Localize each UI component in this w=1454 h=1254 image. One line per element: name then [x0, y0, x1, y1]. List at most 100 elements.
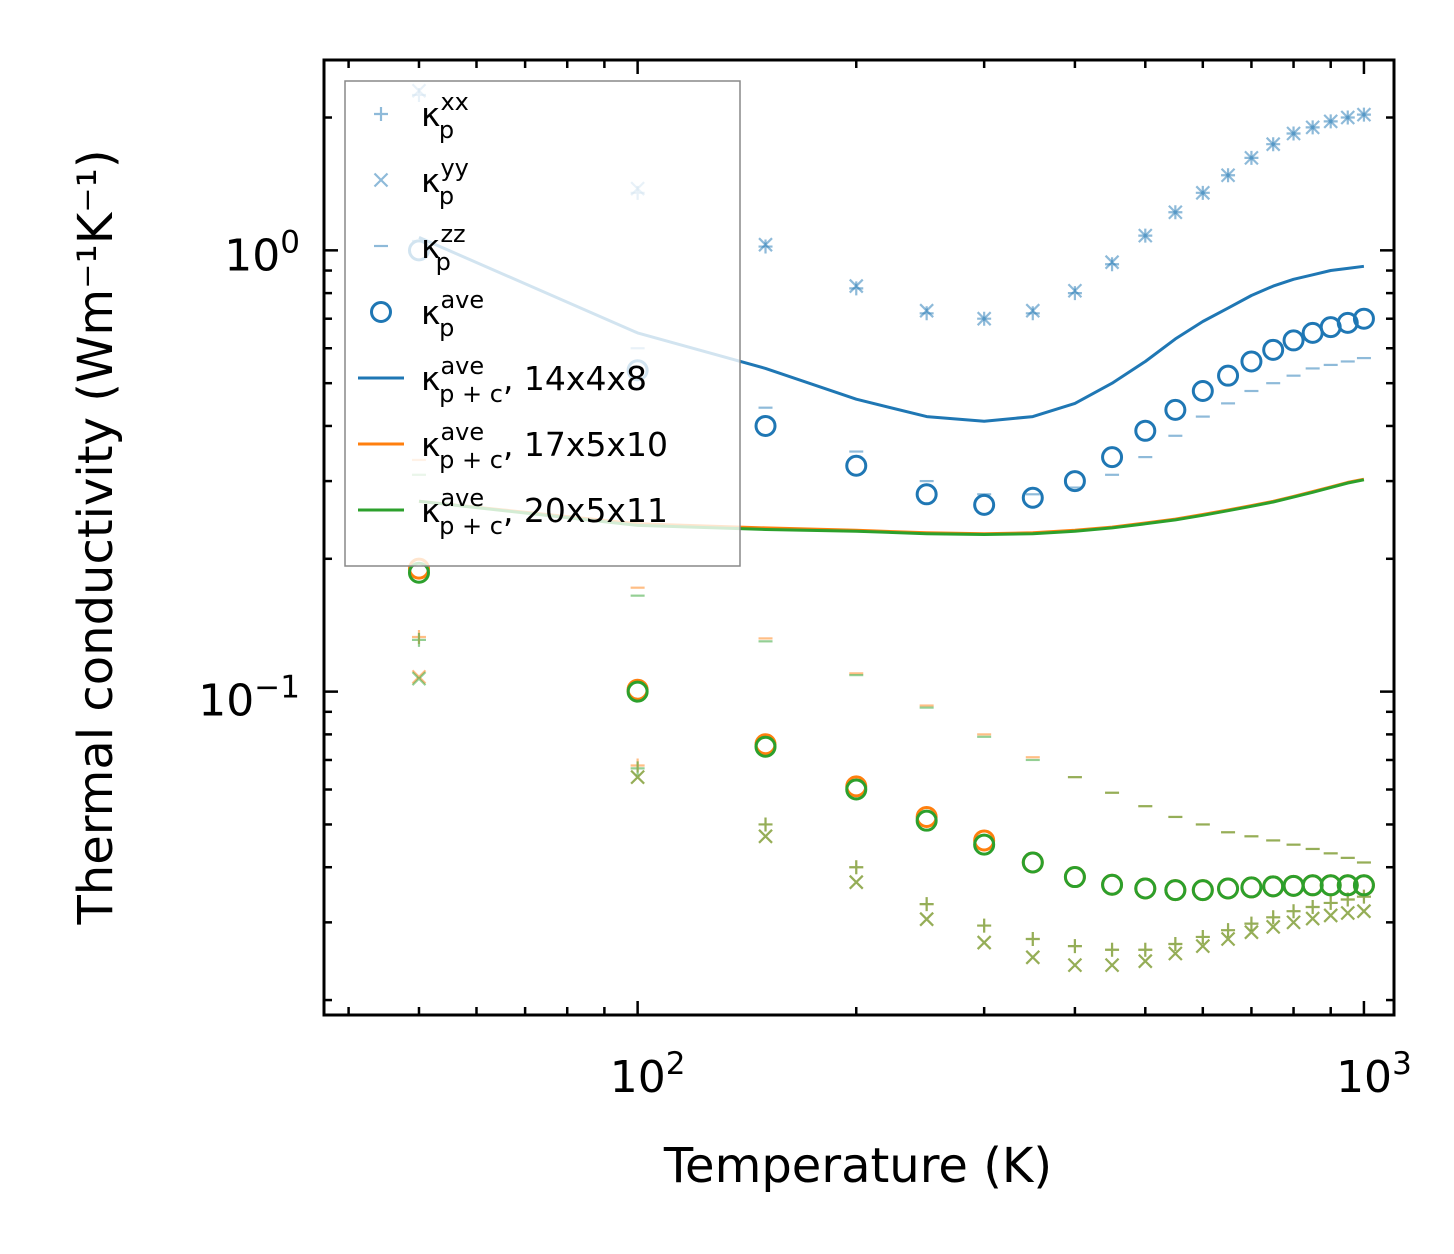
point-20x5x11-kappa-p-yy-100 — [630, 769, 645, 785]
data-marks — [407, 83, 1375, 973]
point-20x5x11-kappa-p-ave-500-shape — [1134, 877, 1157, 900]
point-14x4x8-kappa-p-ave-150-shape — [754, 414, 777, 437]
point-14x4x8-kappa-p-yy-700 — [1244, 150, 1259, 166]
legend-marker-3-shape — [370, 301, 392, 323]
point-20x5x11-kappa-p-yy-150-shape — [758, 829, 773, 844]
point-14x4x8-kappa-p-yy-200-shape — [848, 278, 864, 294]
point-14x4x8-kappa-p-yy-350-shape — [1025, 303, 1041, 318]
point-20x5x11-kappa-p-ave-350-shape — [1021, 851, 1044, 874]
point-20x5x11-kappa-p-ave-650 — [1217, 877, 1240, 900]
point-14x4x8-kappa-p-ave-150 — [754, 414, 777, 437]
point-20x5x11-kappa-p-yy-200-shape — [848, 874, 864, 890]
point-20x5x11-kappa-p-yy-700-shape — [1244, 924, 1259, 940]
point-20x5x11-kappa-p-xx-200 — [849, 860, 864, 875]
point-20x5x11-kappa-p-ave-550 — [1164, 879, 1187, 902]
point-14x4x8-kappa-p-ave-750 — [1262, 338, 1285, 361]
legend-marker-3 — [370, 301, 392, 323]
point-20x5x11-kappa-p-ave-300-shape — [973, 833, 996, 856]
y-axis-label: Thermal conductivity (Wm⁻¹K⁻¹) — [68, 149, 124, 925]
point-20x5x11-kappa-p-xx-200-shape — [849, 860, 864, 875]
point-20x5x11-kappa-p-yy-400-shape — [1067, 957, 1083, 973]
point-20x5x11-kappa-p-yy-850-shape — [1305, 911, 1320, 926]
point-20x5x11-kappa-p-xx-900 — [1323, 895, 1338, 910]
legend-label-4: κave p + c, 14x4x8 — [421, 352, 647, 408]
point-14x4x8-kappa-p-ave-500-shape — [1134, 419, 1157, 442]
point-20x5x11-kappa-p-yy-600 — [1195, 938, 1211, 954]
point-20x5x11-kappa-p-xx-900-shape — [1323, 895, 1338, 910]
x-tick-label-1000: 103 — [1336, 1046, 1412, 1103]
point-17x5x10-kappa-p-yy-50 — [411, 669, 427, 685]
legend: κxx p κyy p κzz p κave p κave p + c, 14x4x8 κave p … — [344, 80, 741, 567]
point-20x5x11-kappa-p-xx-50-shape — [411, 632, 426, 647]
point-20x5x11-kappa-p-ave-550-shape — [1164, 879, 1187, 902]
point-20x5x11-kappa-p-yy-800 — [1286, 915, 1301, 930]
series-line-20x5x11-kappa-p-c-ave — [418, 478, 1365, 536]
point-20x5x11-kappa-p-xx-150 — [758, 817, 773, 832]
y-tick-label-1: 100 — [224, 224, 300, 281]
point-20x5x11-kappa-p-ave-250-shape — [915, 809, 938, 832]
point-14x4x8-kappa-p-yy-450 — [1104, 254, 1120, 270]
data-layer — [407, 83, 1375, 973]
series-20x5x11-kappa-p-ave — [407, 561, 1375, 902]
point-20x5x11-kappa-p-ave-300 — [973, 833, 996, 856]
point-14x4x8-kappa-p-ave-650 — [1217, 364, 1240, 387]
point-20x5x11-kappa-p-yy-900 — [1323, 908, 1338, 923]
point-20x5x11-kappa-p-yy-250 — [919, 911, 934, 927]
point-20x5x11-kappa-p-xx-800-shape — [1286, 904, 1301, 919]
point-14x4x8-kappa-p-yy-550 — [1168, 204, 1183, 220]
point-20x5x11-kappa-p-yy-900-shape — [1323, 908, 1338, 923]
point-20x5x11-kappa-p-yy-200 — [848, 874, 864, 890]
legend-label-5: κave p + c, 17x5x10 — [421, 418, 668, 474]
point-20x5x11-kappa-p-ave-400-shape — [1063, 866, 1086, 889]
point-14x4x8-kappa-p-yy-600-shape — [1195, 185, 1211, 201]
point-14x4x8-kappa-p-ave-950-shape — [1336, 311, 1359, 334]
point-14x4x8-kappa-p-yy-950-shape — [1340, 110, 1356, 125]
point-14x4x8-kappa-p-xx-450 — [1105, 257, 1120, 272]
point-20x5x11-kappa-p-xx-450-shape — [1105, 942, 1120, 957]
point-20x5x11-kappa-p-xx-250 — [919, 897, 934, 912]
point-20x5x11-kappa-p-yy-400 — [1067, 957, 1083, 973]
point-20x5x11-kappa-p-yy-750-shape — [1265, 919, 1281, 935]
point-14x4x8-kappa-p-yy-550-shape — [1168, 204, 1183, 220]
legend-label-1: κyy p — [421, 154, 469, 210]
point-14x4x8-kappa-p-ave-500 — [1134, 419, 1157, 442]
point-20x5x11-kappa-p-xx-750 — [1266, 910, 1281, 925]
point-14x4x8-kappa-p-yy-600 — [1195, 185, 1211, 201]
point-20x5x11-kappa-p-xx-150-shape — [758, 817, 773, 832]
point-14x4x8-kappa-p-ave-450 — [1101, 446, 1124, 469]
point-14x4x8-kappa-p-ave-700-shape — [1240, 350, 1263, 373]
point-14x4x8-kappa-p-ave-650-shape — [1217, 364, 1240, 387]
point-20x5x11-kappa-p-xx-100-shape — [630, 761, 645, 776]
point-20x5x11-kappa-p-ave-150-shape — [754, 735, 777, 758]
point-14x4x8-kappa-p-xx-400-shape — [1067, 286, 1082, 301]
point-20x5x11-kappa-p-yy-350-shape — [1025, 950, 1041, 965]
point-20x5x11-kappa-p-ave-100-shape — [626, 680, 649, 703]
point-14x4x8-kappa-p-xx-200 — [849, 281, 864, 296]
point-14x4x8-kappa-p-xx-150 — [758, 239, 773, 254]
point-14x4x8-kappa-p-ave-200-shape — [845, 454, 868, 477]
point-20x5x11-kappa-p-yy-800-shape — [1286, 915, 1301, 930]
point-14x4x8-kappa-p-ave-350 — [1021, 486, 1044, 509]
point-14x4x8-kappa-p-ave-200 — [845, 454, 868, 477]
point-14x4x8-kappa-p-yy-750-shape — [1265, 136, 1281, 152]
legend-marker-0 — [374, 107, 388, 121]
point-20x5x11-kappa-p-xx-600 — [1195, 929, 1210, 944]
point-14x4x8-kappa-p-xx-250-shape — [919, 306, 934, 321]
point-20x5x11-kappa-p-ave-900 — [1319, 874, 1342, 897]
point-14x4x8-kappa-p-ave-450-shape — [1101, 446, 1124, 469]
point-20x5x11-kappa-p-ave-250 — [915, 809, 938, 832]
point-20x5x11-kappa-p-yy-600-shape — [1195, 938, 1211, 954]
axes-layer: 102 103 10−1 100 — [198, 58, 1412, 1103]
point-14x4x8-kappa-p-yy-650 — [1220, 167, 1236, 183]
point-20x5x11-kappa-p-yy-950 — [1340, 905, 1356, 921]
point-20x5x11-kappa-p-xx-1000 — [1356, 889, 1371, 904]
point-14x4x8-kappa-p-yy-450-shape — [1104, 254, 1120, 270]
legend-entry-5: κave p + c, 17x5x10 — [358, 418, 668, 474]
point-20x5x11-kappa-p-yy-1000 — [1356, 903, 1372, 919]
x-axis-label: Temperature (K) — [663, 1138, 1052, 1194]
point-20x5x11-kappa-p-yy-250-shape — [919, 911, 934, 927]
point-20x5x11-kappa-p-xx-550-shape — [1168, 936, 1183, 951]
point-20x5x11-kappa-p-xx-350 — [1025, 932, 1040, 947]
point-14x4x8-kappa-p-ave-600-shape — [1191, 380, 1214, 403]
